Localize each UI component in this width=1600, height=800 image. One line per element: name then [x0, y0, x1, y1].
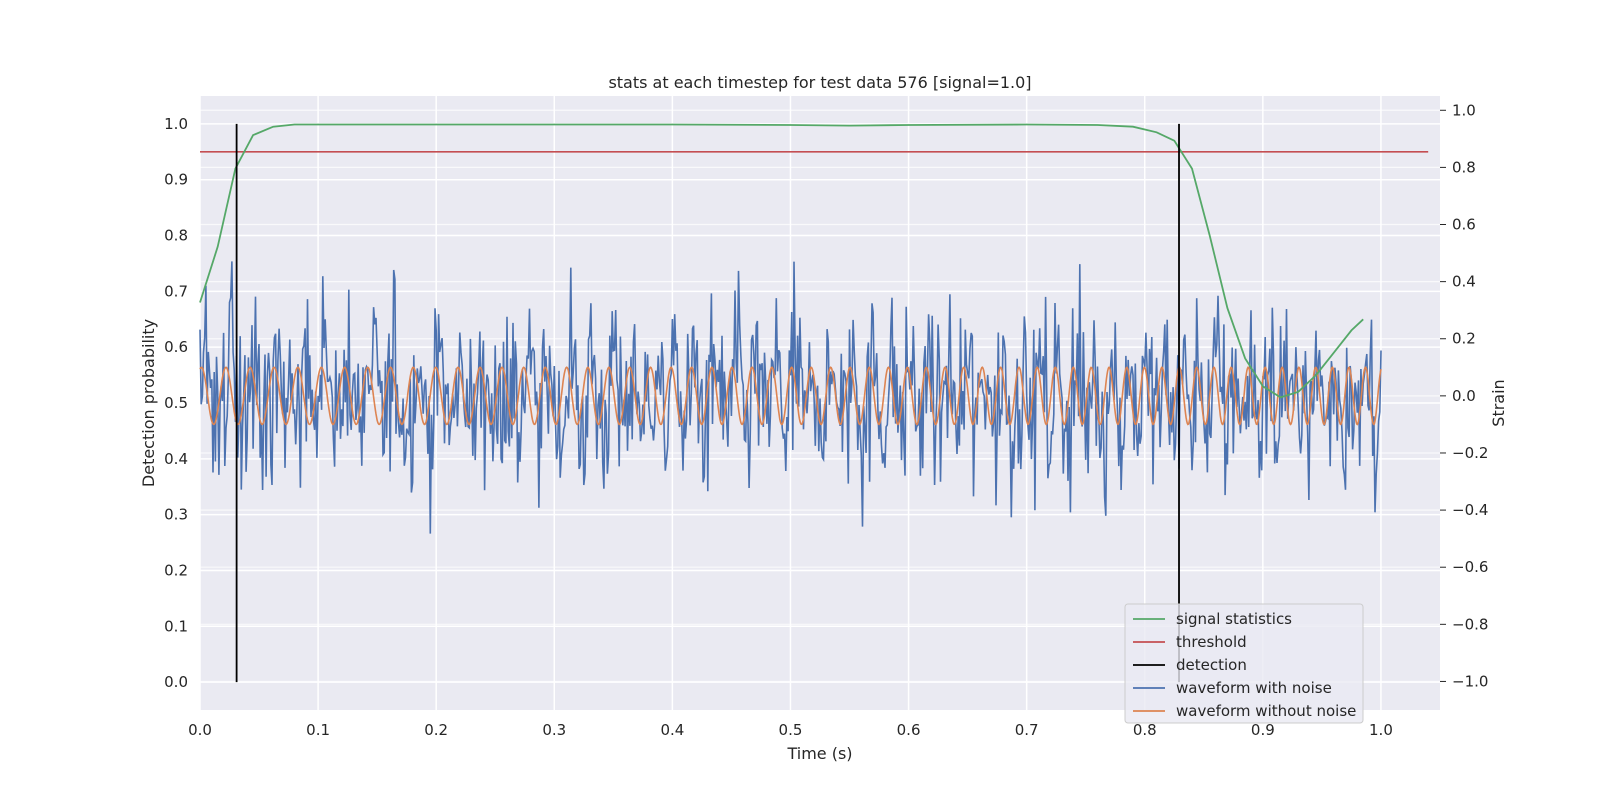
- x-tick-label: 0.2: [424, 721, 448, 739]
- y2-grid: [200, 109, 1440, 683]
- y-tick-label: 0.2: [164, 561, 188, 579]
- x-tick-label: 0.3: [542, 721, 566, 739]
- y-tick-label: 1.0: [164, 115, 188, 133]
- y2-tick-label: 0.6: [1452, 216, 1476, 234]
- y2-tick-label: 1.0: [1452, 101, 1476, 119]
- legend-label-waveform-with-noise: waveform with noise: [1176, 679, 1332, 697]
- y-tick-labels: 0.0 0.1 0.2 0.3 0.4 0.5 0.6 0.7 0.8 0.9 1.0: [164, 115, 188, 691]
- x-tick-label: 0.5: [779, 721, 803, 739]
- chart-title: stats at each timestep for test data 576…: [608, 73, 1031, 92]
- y-tick-label: 0.8: [164, 227, 188, 245]
- y-tick-label: 0.7: [164, 282, 188, 300]
- x-tick-labels: 0.0 0.1 0.2 0.3 0.4 0.5 0.6 0.7 0.8 0.9 1.0: [188, 721, 1393, 739]
- y-tick-label: 0.1: [164, 617, 188, 635]
- x-tick-label: 0.7: [1015, 721, 1039, 739]
- series-layer: [199, 123, 1429, 683]
- x-tick-label: 0.6: [897, 721, 921, 739]
- series-line-waveform-without-noise: [199, 366, 1382, 426]
- series-line-signal-statistics: [199, 123, 1364, 399]
- x-axis-label: Time (s): [786, 744, 852, 763]
- x-tick-label: 0.1: [306, 721, 330, 739]
- x-tick-label: 0.4: [660, 721, 684, 739]
- legend-box: [1124, 603, 1364, 724]
- y2-tick-label: 0.8: [1452, 158, 1476, 176]
- y2-tick-labels: −1.0 −0.8 −0.6 −0.4 −0.2 0.0 0.2 0.4 0.6 0.8 1.0: [1440, 101, 1488, 690]
- y2-tick-label: 0.2: [1452, 330, 1476, 348]
- y2-tick-label: −0.6: [1452, 558, 1488, 576]
- legend-label-threshold: threshold: [1176, 633, 1247, 651]
- y2-tick-label: −0.2: [1452, 444, 1488, 462]
- x-tick-label: 1.0: [1369, 721, 1393, 739]
- y-tick-label: 0.3: [164, 506, 188, 524]
- legend-label-waveform-without-noise: waveform without noise: [1176, 702, 1356, 720]
- y2-tick-label: 0.0: [1452, 387, 1476, 405]
- y-tick-label: 0.0: [164, 673, 188, 691]
- y-tick-label: 0.4: [164, 450, 188, 468]
- x-tick-label: 0.8: [1133, 721, 1157, 739]
- x-tick-label: 0.9: [1251, 721, 1275, 739]
- y2-tick-label: −0.4: [1452, 501, 1488, 519]
- y-grid: [200, 123, 1440, 683]
- y-axis-label: Detection probability: [139, 319, 158, 487]
- y-tick-label: 0.9: [164, 171, 188, 189]
- y-tick-label: 0.6: [164, 338, 188, 356]
- x-tick-label: 0.0: [188, 721, 212, 739]
- y2-tick-label: 0.4: [1452, 273, 1476, 291]
- y-tick-label: 0.5: [164, 394, 188, 412]
- y2-tick-label: −0.8: [1452, 615, 1488, 633]
- legend-label-detection: detection: [1176, 656, 1247, 674]
- y2-axis-label: Strain: [1489, 379, 1508, 426]
- legend: signal statistics threshold detection wa…: [1124, 603, 1364, 724]
- legend-label-signal-statistics: signal statistics: [1176, 610, 1292, 628]
- y2-tick-label: −1.0: [1452, 672, 1488, 690]
